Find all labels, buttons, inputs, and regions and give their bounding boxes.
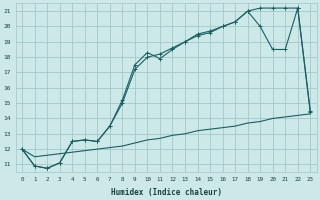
X-axis label: Humidex (Indice chaleur): Humidex (Indice chaleur) [111, 188, 222, 197]
